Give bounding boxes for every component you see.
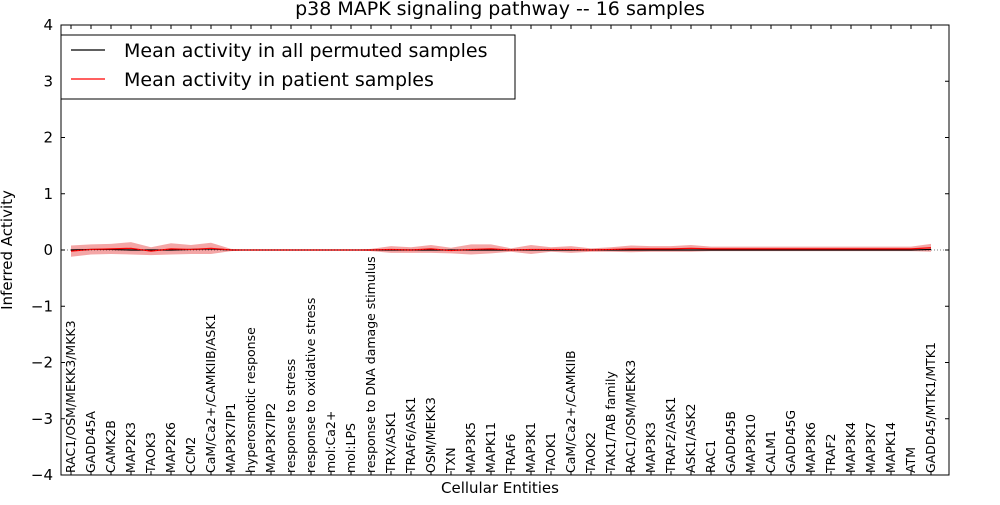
category-label: MAP2K6 xyxy=(163,422,178,473)
category-label: MAP3K7IP2 xyxy=(263,403,278,473)
category-label: MAP3K7 xyxy=(863,422,878,473)
legend-label-permuted: Mean activity in all permuted samples xyxy=(124,40,487,62)
y-tick-label: 4 xyxy=(43,16,53,34)
category-label: hyperosmotic response xyxy=(243,327,258,473)
y-tick-label: −2 xyxy=(31,354,53,372)
y-tick-label: 0 xyxy=(43,241,53,259)
category-label: response to oxidative stress xyxy=(303,298,318,473)
legend-box xyxy=(60,34,516,100)
category-label: TAOK3 xyxy=(143,432,158,474)
category-label: MAP3K7IP1 xyxy=(223,403,238,473)
category-label: ASK1/ASK2 xyxy=(683,404,698,473)
category-label: MAP2K3 xyxy=(123,422,138,473)
category-label: GADD45G xyxy=(783,410,798,473)
y-tick-label: −1 xyxy=(31,297,53,315)
category-label: MAP3K10 xyxy=(743,414,758,473)
category-label: MAPK11 xyxy=(483,422,498,473)
category-label: CALM1 xyxy=(763,430,778,473)
category-label: TAK1/TAB family xyxy=(603,370,618,474)
category-label: TAOK1 xyxy=(543,432,558,474)
category-label: TAOK2 xyxy=(583,432,598,474)
category-label: TRAF6 xyxy=(503,433,518,474)
category-label: GADD45A xyxy=(83,411,98,473)
category-labels: RAC1/OSM/MEKK3/MKK3 GADD45A CAMK2B MAP2K3 TA… xyxy=(63,256,938,474)
category-label: MAPK14 xyxy=(883,422,898,473)
category-label: GADD45/MTK1/MTK1 xyxy=(923,342,938,473)
category-label: response to DNA damage stimulus xyxy=(363,256,378,473)
category-label: RAC1/OSM/MEKK3/MKK3 xyxy=(63,320,78,473)
y-tick-label: 1 xyxy=(43,185,53,203)
y-axis-label: Inferred Activity xyxy=(0,190,16,310)
category-label: CaM/Ca2+/CAMKIIB xyxy=(563,350,578,473)
legend-label-patient: Mean activity in patient samples xyxy=(124,69,434,91)
series-line-patient xyxy=(70,247,932,252)
category-label: RAC1/OSM/MEKK3 xyxy=(623,360,638,473)
x-axis-label: Cellular Entities xyxy=(441,479,559,497)
category-label: MAP3K6 xyxy=(803,422,818,473)
y-tick-label: −4 xyxy=(31,466,53,484)
series-lines xyxy=(61,247,949,252)
category-label: response to stress xyxy=(283,359,298,473)
x-axis-ticks xyxy=(70,25,932,475)
category-label: MAP3K4 xyxy=(843,422,858,473)
category-label: MAP3K1 xyxy=(523,422,538,473)
y-tick-label: 2 xyxy=(43,129,53,147)
category-label: GADD45B xyxy=(723,411,738,473)
category-label: ATM xyxy=(903,447,918,473)
category-label: mol:LPS xyxy=(343,423,358,473)
category-label: TXN xyxy=(443,447,458,474)
category-label: CaM/Ca2+/CAMKIIB/ASK1 xyxy=(203,314,218,473)
category-label: MAP3K5 xyxy=(463,422,478,473)
category-label: TRAF6/ASK1 xyxy=(403,397,418,474)
category-label: TRAF2 xyxy=(823,433,838,474)
y-tick-label: −3 xyxy=(31,410,53,428)
y-tick-label: 3 xyxy=(43,72,53,90)
chart-title: p38 MAPK signaling pathway -- 16 samples xyxy=(295,0,705,20)
category-label: OSM/MEKK3 xyxy=(423,397,438,473)
category-label: CAMK2B xyxy=(103,420,118,473)
y-axis-ticks: −4 −3 −2 −1 0 1 2 3 4 xyxy=(31,16,949,484)
plot-frame xyxy=(60,24,950,476)
category-label: TRX/ASK1 xyxy=(383,411,398,474)
category-label: CCM2 xyxy=(183,437,198,473)
category-label: mol:Ca2+ xyxy=(323,411,338,473)
category-label: TRAF2/ASK1 xyxy=(663,397,678,474)
category-label: RAC1 xyxy=(703,440,718,473)
category-label: MAP3K3 xyxy=(643,422,658,473)
legend: Mean activity in all permuted samples Me… xyxy=(60,34,516,100)
